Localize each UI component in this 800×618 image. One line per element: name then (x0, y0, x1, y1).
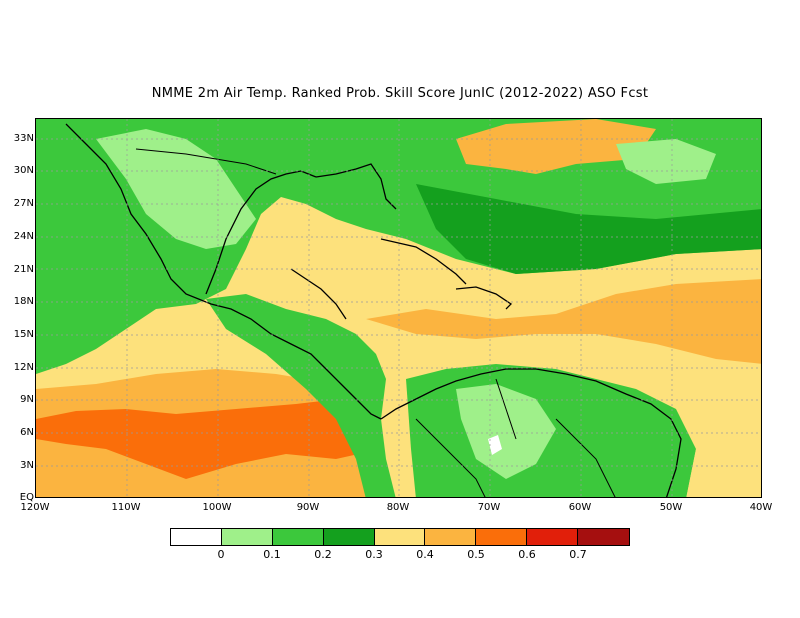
colorbar-label: 0.5 (467, 548, 485, 561)
colorbar-swatch (476, 529, 528, 545)
colorbar-swatch (221, 529, 273, 545)
coastlines (65, 123, 682, 497)
colorbar-label: 0.3 (365, 548, 383, 561)
atlantic-orange-patch (456, 119, 656, 174)
colorbar-swatch (527, 529, 579, 545)
lat-label-24n: 24N (13, 231, 34, 242)
lon-label-60w: 60W (568, 502, 592, 513)
lat-label-21n: 21N (13, 264, 34, 275)
colorbar-label: 0 (217, 548, 225, 561)
venezuela-white-patch (488, 435, 502, 455)
lat-label-33n: 33N (13, 133, 34, 144)
colorbar-label: 0.1 (263, 548, 281, 561)
lon-label-100w: 100W (202, 502, 232, 513)
lat-label-6n: 6N (20, 427, 34, 438)
lat-label-12n: 12N (13, 362, 34, 373)
caribbean-orange-band (366, 279, 761, 364)
colorbar-swatch (323, 529, 375, 545)
skill-score-map (36, 119, 761, 497)
lat-label-15n: 15N (13, 329, 34, 340)
lon-label-70w: 70W (477, 502, 501, 513)
map-panel (35, 118, 762, 498)
grid-lines (36, 119, 761, 497)
country-borders (135, 148, 616, 497)
colorbar-label: 0.2 (314, 548, 332, 561)
lon-label-120w: 120W (20, 502, 50, 513)
colorbar-swatch (374, 529, 426, 545)
gulf-yellow-patch (266, 214, 346, 269)
colorbar-swatch (272, 529, 324, 545)
atlantic-dark-green-band (416, 184, 761, 274)
atlantic-se-yellow (686, 419, 761, 497)
lat-label-30n: 30N (13, 165, 34, 176)
pacific-red-orange-band (36, 397, 381, 479)
colorbar-label: 0.6 (518, 548, 536, 561)
colorbar-swatch (578, 529, 630, 545)
colorbar (170, 528, 631, 546)
lat-label-eq: EQ (19, 492, 34, 503)
atlantic-light-green (616, 139, 716, 184)
map-title: NMME 2m Air Temp. Ranked Prob. Skill Sco… (151, 86, 649, 101)
lat-label-27n: 27N (13, 198, 34, 209)
colorbar-swatch (425, 529, 477, 545)
colorbar-swatch (171, 529, 222, 545)
lon-label-50w: 50W (659, 502, 683, 513)
colorbar-label: 0.4 (416, 548, 434, 561)
lon-label-90w: 90W (296, 502, 320, 513)
lon-label-80w: 80W (386, 502, 410, 513)
south-america-light-green (456, 384, 556, 479)
lon-label-40w: 40W (749, 502, 773, 513)
lat-label-3n: 3N (20, 460, 34, 471)
lat-label-18n: 18N (13, 296, 34, 307)
central-america-green (206, 294, 396, 497)
lat-label-9n: 9N (20, 394, 34, 405)
colorbar-label: 0.7 (569, 548, 587, 561)
lon-label-110w: 110W (111, 502, 141, 513)
